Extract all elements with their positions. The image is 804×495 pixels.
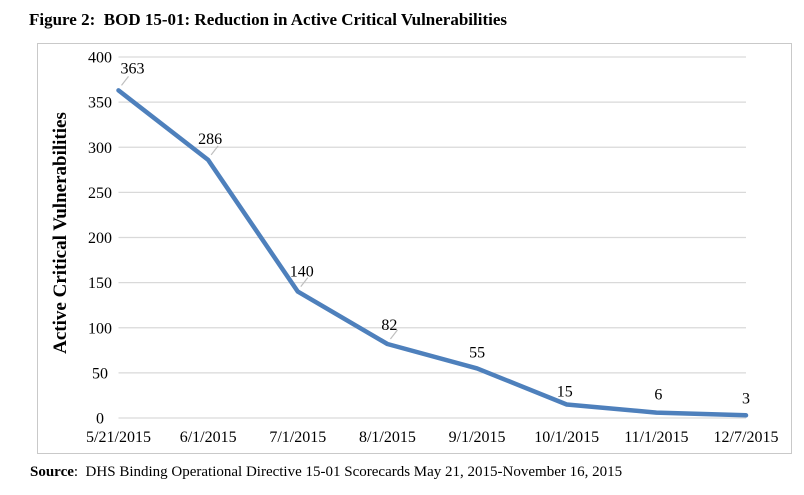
y-tick-label: 400 bbox=[88, 50, 112, 67]
x-tick-label: 12/7/2015 bbox=[714, 429, 779, 446]
data-label: 6 bbox=[654, 387, 662, 404]
data-label: 363 bbox=[121, 60, 145, 77]
y-tick-label: 200 bbox=[88, 230, 112, 247]
y-tick-label: 50 bbox=[92, 365, 108, 382]
chart-frame bbox=[37, 43, 792, 454]
y-tick-label: 300 bbox=[88, 140, 112, 157]
y-tick-label: 350 bbox=[88, 95, 112, 112]
y-axis-title: Active Critical Vulnerabilities bbox=[50, 112, 71, 354]
x-tick-label: 9/1/2015 bbox=[449, 429, 506, 446]
y-tick-label: 250 bbox=[88, 185, 112, 202]
x-tick-label: 10/1/2015 bbox=[534, 429, 599, 446]
source-note: Source: DHS Binding Operational Directiv… bbox=[30, 464, 622, 481]
data-label: 286 bbox=[198, 131, 222, 148]
source-text: : DHS Binding Operational Directive 15-0… bbox=[73, 464, 623, 480]
x-tick-label: 6/1/2015 bbox=[180, 429, 237, 446]
label-leader-line bbox=[121, 76, 129, 86]
source-label: Source bbox=[30, 464, 74, 480]
data-label: 140 bbox=[290, 264, 314, 281]
data-label: 55 bbox=[469, 344, 485, 361]
y-tick-label: 0 bbox=[96, 411, 104, 428]
y-tick-label: 150 bbox=[88, 275, 112, 292]
data-label: 82 bbox=[381, 317, 397, 334]
x-tick-label: 8/1/2015 bbox=[359, 429, 416, 446]
y-tick-label: 100 bbox=[88, 320, 112, 337]
series-line bbox=[116, 88, 749, 418]
label-leader-line bbox=[389, 329, 398, 340]
figure-title: Figure 2: BOD 15-01: Reduction in Active… bbox=[29, 10, 508, 29]
x-tick-label: 7/1/2015 bbox=[269, 429, 326, 446]
label-leader-line bbox=[210, 145, 219, 156]
data-label: 15 bbox=[557, 383, 573, 400]
x-tick-label: 5/21/2015 bbox=[86, 429, 151, 446]
data-label: 3 bbox=[742, 390, 750, 407]
x-tick-label: 11/1/2015 bbox=[624, 429, 688, 446]
label-leader-line bbox=[300, 277, 309, 288]
